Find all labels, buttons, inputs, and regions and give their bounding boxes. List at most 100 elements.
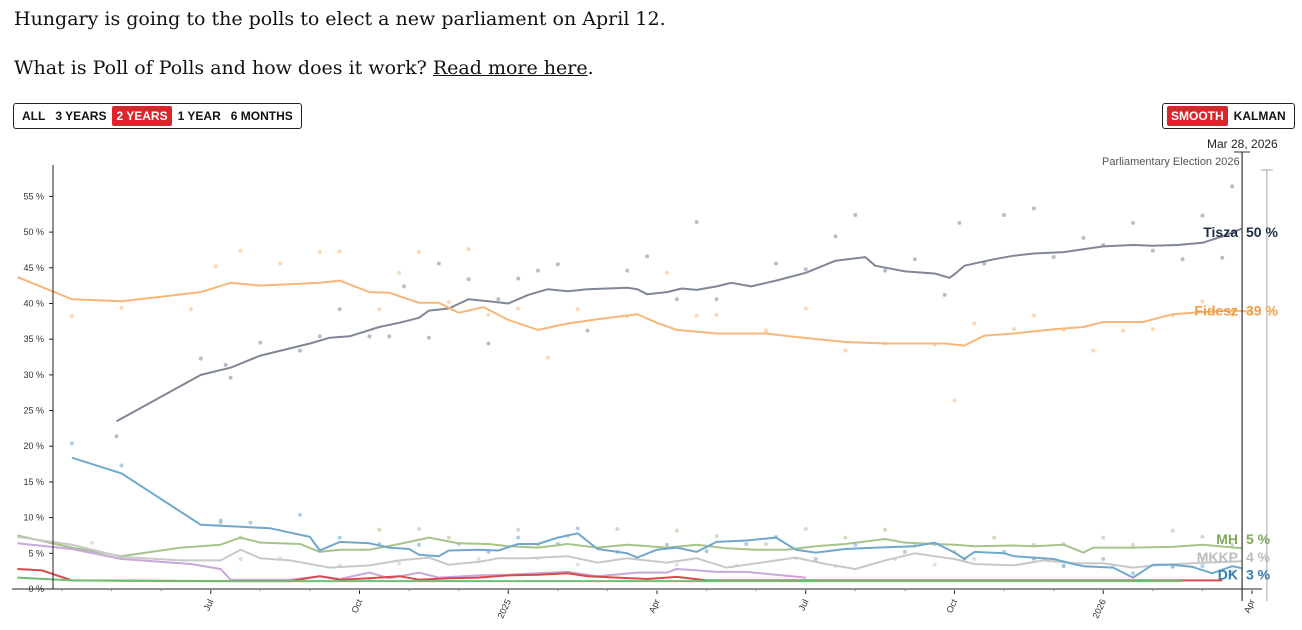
poll-point [575, 562, 580, 567]
poll-point [1121, 328, 1126, 333]
poll-point [486, 312, 491, 317]
poll-point [69, 314, 74, 319]
end-label-name: DK [1218, 567, 1238, 583]
poll-point [1101, 557, 1106, 562]
poll-point [69, 441, 74, 446]
end-label-mkkp: MKKP 4 % [1197, 549, 1271, 565]
poll-point [912, 257, 917, 262]
series-line-tisza[interactable] [116, 227, 1243, 423]
x-tick-label: 2025 [496, 598, 514, 620]
smooth-button[interactable]: SMOOTH [1167, 106, 1228, 126]
poll-point [516, 306, 521, 311]
series-line-mkkp[interactable] [17, 535, 1243, 570]
poll-point [337, 307, 342, 312]
end-label-name: Fidesz [1194, 303, 1238, 319]
range-all-button[interactable]: ALL [22, 109, 46, 123]
x-tick-label: Oct [349, 597, 364, 614]
series-line-fidesz[interactable] [17, 276, 1262, 347]
y-tick-label: 5 % [28, 548, 44, 558]
poll-point [417, 250, 421, 255]
y-tick-label: 30 % [23, 370, 44, 380]
poll-point [377, 527, 382, 532]
poll-point [228, 375, 233, 380]
poll-point [238, 557, 243, 562]
poll-point [1150, 327, 1155, 332]
intro-text: Hungary is going to the polls to elect a… [14, 6, 666, 81]
poll-point [1091, 348, 1096, 353]
poll-point [1220, 255, 1225, 260]
poll-point [238, 248, 243, 253]
poll-point [1230, 570, 1235, 575]
kalman-button[interactable]: KALMAN [1233, 109, 1286, 123]
x-tick-label: Apr [1242, 598, 1257, 615]
series-line-dk[interactable] [71, 456, 1243, 579]
poll-point [942, 292, 947, 297]
poll-point [278, 261, 283, 266]
poll-point [1061, 564, 1066, 569]
range-1-year-button[interactable]: 1 YEAR [177, 109, 221, 123]
poll-point [114, 434, 119, 439]
poll-point [843, 348, 848, 353]
poll-point [337, 249, 342, 254]
poll-point [803, 306, 808, 311]
poll-point [1180, 257, 1185, 262]
poll-point [436, 261, 441, 266]
poll-point [952, 398, 957, 403]
read-more-link[interactable]: Read more here [432, 57, 588, 79]
poll-point [119, 463, 124, 468]
poll-point [426, 335, 431, 340]
y-tick-label: 35 % [23, 334, 44, 344]
range-6-months-button[interactable]: 6 MONTHS [230, 109, 293, 123]
poll-point [674, 528, 679, 533]
poll-point [218, 518, 223, 523]
poll-point [317, 334, 322, 339]
poll-point [932, 562, 937, 567]
poll-point [119, 305, 124, 310]
end-label-dk: DK 3 % [1218, 567, 1271, 583]
poll-point [1200, 299, 1205, 304]
poll-point [89, 540, 94, 545]
poll-point [833, 234, 838, 239]
poll-point [446, 300, 451, 305]
poll-point [575, 307, 580, 312]
y-tick-label: 55 % [23, 191, 44, 201]
range-3-years-button[interactable]: 3 YEARS [55, 109, 107, 123]
poll-point [188, 307, 193, 312]
series-line-green-flat-line[interactable] [17, 576, 1183, 583]
poll-point [516, 276, 521, 281]
poll-point [258, 340, 263, 345]
cursor-date-label: Mar 28, 2026 [1207, 137, 1278, 151]
poll-point [853, 212, 858, 217]
y-tick-label: 40 % [23, 298, 44, 308]
range-2-years-button[interactable]: 2 YEARS [112, 106, 172, 126]
y-tick-label: 50 % [23, 227, 44, 237]
poll-point [1230, 184, 1235, 189]
x-tick-label: Oct [944, 597, 959, 614]
series-line-mh[interactable] [17, 534, 1243, 558]
poll-point [1012, 327, 1016, 332]
election-event-label: Parliamentary Election 2026 [1102, 156, 1240, 168]
poll-point [714, 534, 719, 539]
intro-election-line: Hungary is going to the polls to elect a… [14, 8, 666, 30]
poll-point [972, 321, 977, 326]
poll-point [496, 297, 501, 302]
poll-point [198, 356, 203, 361]
poll-point [377, 307, 382, 312]
poll-point [248, 520, 253, 525]
poll-point [397, 270, 402, 275]
intro-period: . [587, 57, 594, 79]
poll-point [516, 527, 521, 532]
y-tick-label: 45 % [23, 263, 44, 273]
poll-point [1131, 542, 1135, 547]
poll-point [417, 542, 421, 547]
poll-point [1131, 571, 1135, 576]
series-line-mi-hazank-small-line[interactable] [17, 542, 806, 581]
end-label-value: 3 % [1246, 567, 1271, 583]
poll-point [417, 527, 421, 532]
poll-point [957, 220, 962, 225]
smoothing-mode-selector: SMOOTH KALMAN [1162, 103, 1295, 129]
end-label-value: 39 % [1246, 303, 1278, 319]
poll-point [774, 261, 778, 266]
poll-point [1031, 313, 1036, 318]
